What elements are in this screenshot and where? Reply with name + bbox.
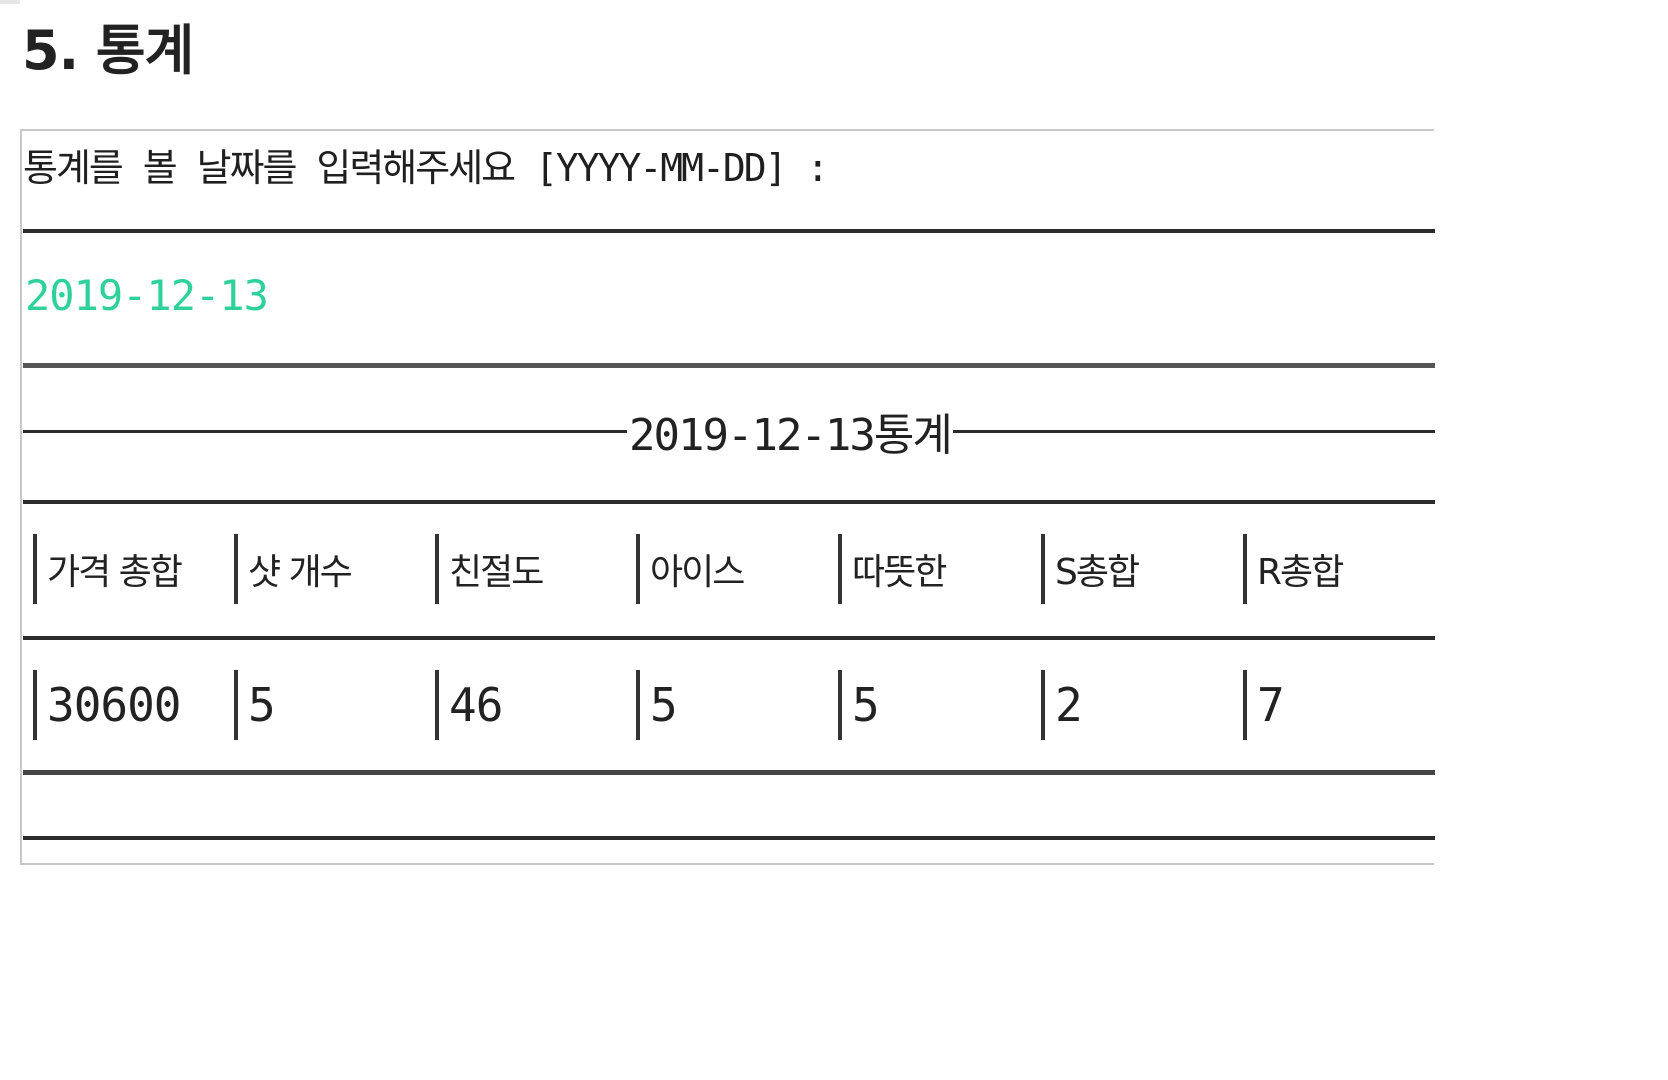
column-header-shot-count: 샷 개수 [234,534,353,604]
divider-line [23,229,1435,233]
value-kindness: 46 [435,670,503,740]
window-corner-mark [0,0,20,4]
column-header-kindness: 친절도 [435,534,544,604]
header-rule-right [952,429,1435,433]
date-prompt: 통계를 볼 날짜를 입력해주세요 [YYYY-MM-DD] : [23,146,829,190]
header-rule-left [23,429,627,433]
divider-line [23,836,1435,840]
divider-line [23,500,1435,504]
stats-table-header-row: 가격 총합 샷 개수 친절도 아이스 따뜻한 S총합 R총합 [23,506,1435,616]
value-r-total: 7 [1243,670,1285,740]
divider-line [23,636,1435,640]
stats-table-value-row: 30600 5 46 5 5 2 7 [23,642,1435,752]
value-ice: 5 [636,670,678,740]
column-header-hot: 따뜻한 [838,534,947,604]
divider-line [23,770,1435,775]
divider-line [23,363,1435,368]
column-header-ice: 아이스 [636,534,745,604]
column-header-total-price: 가격 총합 [33,534,183,604]
stats-header: 2019-12-13통계 [23,398,1435,464]
column-header-r-total: R총합 [1243,534,1344,604]
column-header-s-total: S총합 [1041,534,1140,604]
value-total-price: 30600 [33,670,181,740]
value-shot-count: 5 [234,670,276,740]
value-s-total: 2 [1041,670,1083,740]
console-output-panel [20,129,1434,865]
value-hot: 5 [838,670,880,740]
date-input-value: 2019-12-13 [25,271,269,320]
section-title: 5. 통계 [22,19,194,82]
stats-header-label: 2019-12-13통계 [629,410,953,461]
